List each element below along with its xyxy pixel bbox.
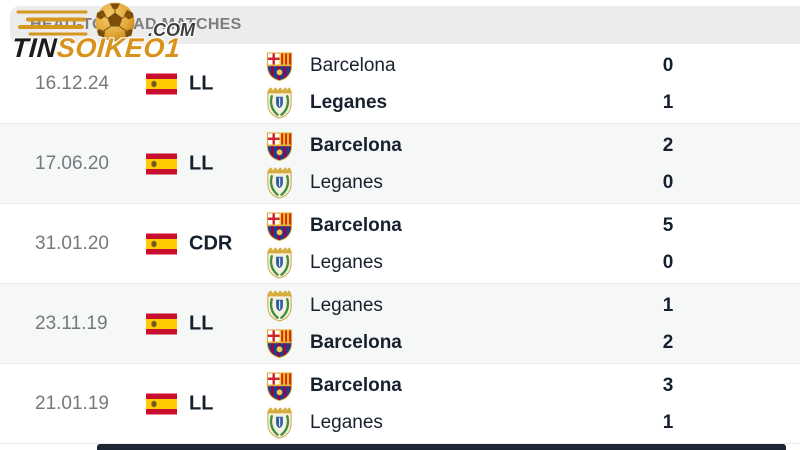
team-name: Leganes	[310, 295, 383, 316]
match-row[interactable]: 21.01.19 LL Barcelona Leganes 3 1	[0, 364, 800, 444]
barcelona-crest-icon	[265, 130, 294, 163]
logo-wordmark: TINSOIKEO1	[11, 33, 182, 64]
competition-label: LL	[189, 72, 214, 94]
match-row[interactable]: 16.12.24 LL Barcelona Leganes 0 1	[0, 44, 800, 124]
team-score: 1	[662, 92, 674, 113]
team-name: Leganes	[310, 172, 383, 193]
team-line: Barcelona	[265, 369, 402, 403]
tinsoikeo-logo: .COM TINSOIKEO1	[0, 0, 230, 72]
team-name: Barcelona	[310, 215, 402, 236]
matches-list: 16.12.24 LL Barcelona Leganes 0 1 17.06.…	[0, 44, 800, 444]
logo-brand-suffix: SOIKEO1	[55, 33, 182, 63]
team-name: Barcelona	[310, 375, 402, 396]
team-score: 2	[662, 135, 674, 156]
team-name: Leganes	[310, 92, 388, 113]
match-row[interactable]: 31.01.20 CDR Barcelona Leganes 5 0	[0, 204, 800, 284]
competition-label: CDR	[189, 232, 233, 254]
team-score: 0	[662, 55, 674, 76]
barcelona-crest-icon	[265, 370, 294, 403]
team-line: Barcelona	[265, 129, 402, 163]
competition-label: LL	[189, 152, 214, 174]
spain-flag-icon	[146, 233, 177, 254]
competition-label: LL	[189, 392, 214, 414]
leganes-crest-icon	[265, 247, 294, 280]
match-row[interactable]: 23.11.19 LL Leganes Barcelona 1 2	[0, 284, 800, 364]
team-name: Leganes	[310, 412, 383, 433]
team-line: Leganes	[265, 166, 383, 200]
competition-label: LL	[189, 312, 214, 334]
leganes-crest-icon	[265, 167, 294, 200]
team-name: Barcelona	[310, 55, 396, 76]
team-name: Leganes	[310, 252, 383, 273]
logo-domain-text: .COM	[148, 20, 195, 40]
team-name: Barcelona	[310, 332, 402, 353]
spain-flag-icon	[146, 313, 177, 334]
team-line: Leganes	[265, 246, 383, 280]
section-header: HEAD-TO-HEAD MATCHES	[10, 6, 800, 44]
barcelona-crest-icon	[265, 50, 294, 83]
team-score: 0	[662, 172, 674, 193]
team-score: 1	[662, 295, 674, 316]
team-score: 0	[662, 252, 674, 273]
team-score: 2	[662, 332, 674, 353]
team-line: Leganes	[265, 86, 387, 120]
team-line: Leganes	[265, 406, 383, 440]
barcelona-crest-icon	[265, 210, 294, 243]
team-name: Barcelona	[310, 135, 402, 156]
match-date: 16.12.24	[35, 72, 109, 94]
logo-brand-prefix: TIN	[10, 33, 59, 63]
leganes-crest-icon	[265, 87, 294, 120]
bottom-bar	[97, 444, 786, 450]
match-date: 31.01.20	[35, 232, 109, 254]
spain-flag-icon	[146, 393, 177, 414]
team-score: 1	[662, 412, 674, 433]
team-score: 3	[662, 375, 674, 396]
match-date: 17.06.20	[35, 152, 109, 174]
match-date: 23.11.19	[35, 312, 108, 334]
team-line: Barcelona	[265, 49, 396, 83]
leganes-crest-icon	[265, 407, 294, 440]
team-score: 5	[662, 215, 674, 236]
football-icon	[14, 0, 144, 49]
team-line: Barcelona	[265, 209, 402, 243]
team-line: Leganes	[265, 289, 383, 323]
match-date: 21.01.19	[35, 392, 109, 414]
spain-flag-icon	[146, 153, 177, 174]
barcelona-crest-icon	[265, 327, 294, 360]
leganes-crest-icon	[265, 290, 294, 323]
team-line: Barcelona	[265, 326, 402, 360]
spain-flag-icon	[146, 73, 177, 94]
match-row[interactable]: 17.06.20 LL Barcelona Leganes 2 0	[0, 124, 800, 204]
